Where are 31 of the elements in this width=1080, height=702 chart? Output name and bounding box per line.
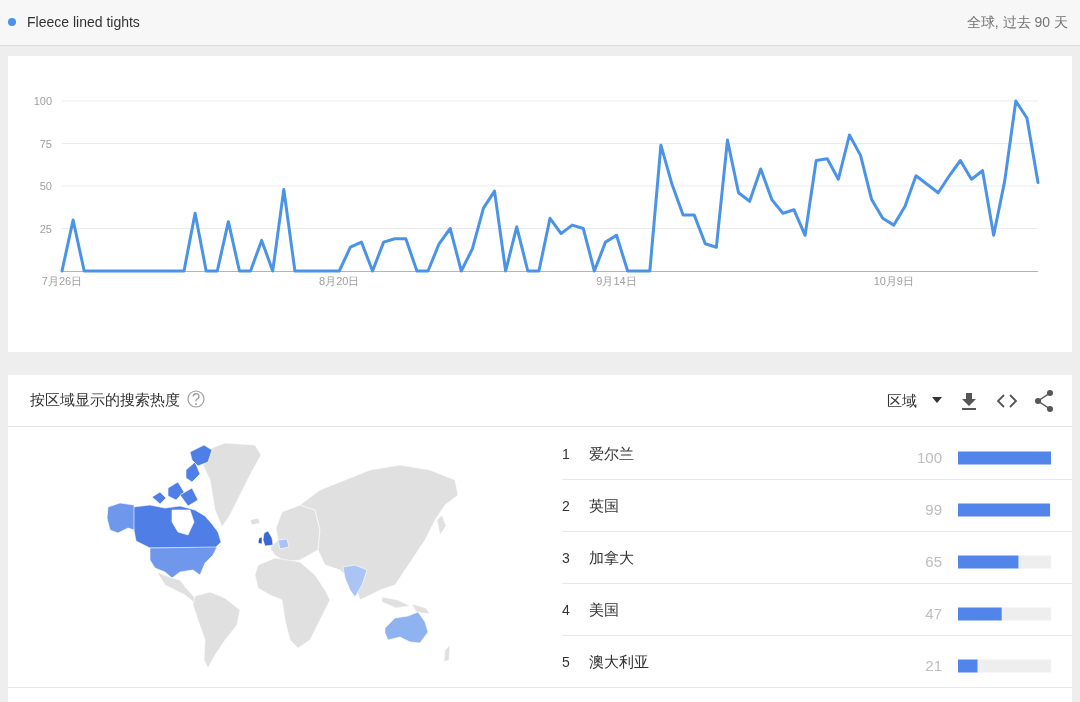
bar bbox=[958, 503, 1051, 517]
text: 1 bbox=[562, 446, 570, 462]
bar bbox=[958, 659, 978, 673]
line-series bbox=[60, 99, 1040, 273]
bar bbox=[958, 451, 1051, 465]
y-tick-label: 加拿大 bbox=[589, 549, 634, 566]
x-tick-label: 7月26日 bbox=[41, 275, 83, 287]
text: 4 bbox=[562, 602, 570, 618]
legend-label: Fleece lined tights bbox=[27, 14, 140, 30]
y-tick-label: 75 bbox=[39, 137, 52, 150]
x-tick-label: 8月20日 bbox=[319, 275, 360, 287]
y-tick-label: 英国 bbox=[589, 497, 619, 514]
data-label: 65 bbox=[925, 553, 942, 570]
text: 按区域显示的搜索热度 bbox=[30, 391, 180, 408]
y-tick-label: 100 bbox=[33, 95, 52, 107]
chart-subtitle: 全球, 过去 90 天 bbox=[966, 14, 1068, 30]
y-tick-label: 澳大利亚 bbox=[589, 653, 649, 670]
y-tick-label: 爱尔兰 bbox=[589, 445, 634, 462]
text: 5 bbox=[562, 654, 570, 670]
y-tick-label: 50 bbox=[39, 180, 52, 192]
data-label: 100 bbox=[916, 449, 942, 466]
y-tick-label: 美国 bbox=[589, 601, 619, 618]
data-label: 99 bbox=[925, 501, 942, 518]
text: 区域 bbox=[887, 392, 917, 409]
text: 3 bbox=[562, 550, 570, 566]
text: 2 bbox=[562, 498, 570, 514]
data-label: 21 bbox=[925, 657, 942, 674]
x-tick-label: 10月9日 bbox=[873, 275, 914, 287]
data-label: 47 bbox=[925, 605, 942, 622]
x-tick-label: 9月14日 bbox=[596, 275, 637, 287]
y-tick-label: 25 bbox=[39, 222, 52, 235]
